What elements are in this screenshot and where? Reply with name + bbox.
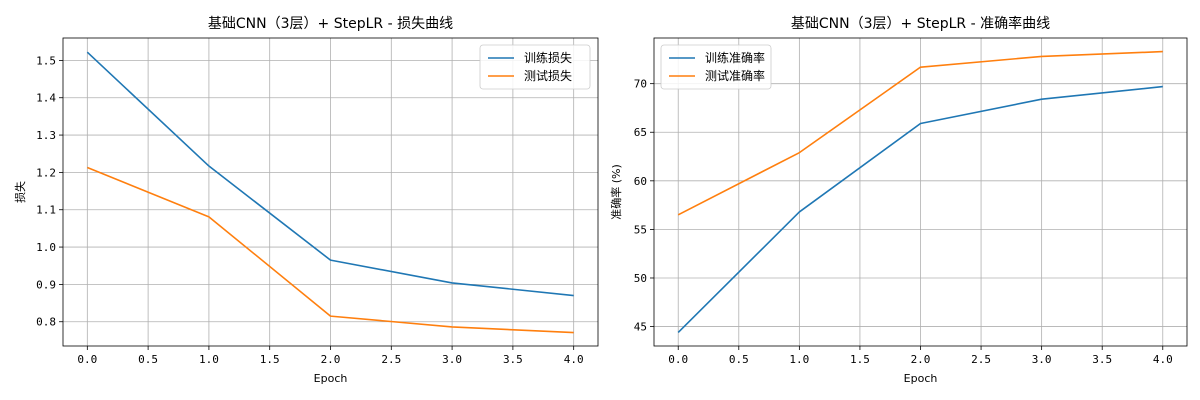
y-tick-label: 1.5 [36,54,56,67]
series-line-2 [87,166,574,334]
y-tick-label: 60 [634,175,647,188]
x-tick-label: 0.0 [77,353,97,366]
x-tick-label: 1.5 [260,353,280,366]
x-tick-label: 3.5 [1092,353,1112,366]
x-tick-label: 3.5 [503,353,523,366]
x-tick-label: 2.0 [911,353,931,366]
x-axis-label: Epoch [314,372,348,385]
y-tick-label: 1.0 [36,241,56,254]
chart-1: 0.0 0.5 1.0 1.5 2.0 2.5 3.0 3.5 4.0 0.8 0.9 1.0 1.1 1… [13,15,599,385]
chart-2: 0.0 0.5 1.0 1.5 2.0 2.5 3.0 3.5 4.0 45 50 55 60 65 70 基… [609,15,1188,385]
x-axis-label: Epoch [904,372,938,385]
y-tick-label: 1.1 [36,204,56,217]
legend-entry: 训练损失 [524,50,572,65]
x-tick-label: 0.5 [138,353,158,366]
x-tick-label: 4.0 [1153,353,1173,366]
x-tick-label: 3.0 [442,353,462,366]
y-tick-label: 1.2 [36,166,56,179]
x-tick-label: 1.5 [850,353,870,366]
x-tick-label: 1.0 [789,353,809,366]
x-tick-label: 3.0 [1032,353,1052,366]
legend-box [479,44,591,90]
y-tick-label: 1.4 [36,92,56,105]
y-tick-label: 65 [634,126,647,139]
y-tick-label: 70 [634,78,647,91]
series-line-1 [677,85,1163,333]
legend-box [660,44,772,90]
legend-entry: 测试损失 [524,68,572,83]
x-tick-label: 0.0 [668,353,688,366]
y-axis-label: 准确率 (%) [609,164,623,220]
series-line-2 [677,50,1163,216]
y-axis-label: 损失 [13,181,27,203]
x-tick-label: 1.0 [199,353,219,366]
y-tick-label: 50 [634,272,647,285]
chart-title: 基础CNN（3层）+ StepLR - 损失曲线 [208,15,453,32]
y-tick-label: 45 [634,321,647,334]
y-tick-label: 0.8 [36,316,56,329]
x-tick-label: 4.0 [564,353,584,366]
y-tick-label: 0.9 [36,278,56,291]
y-tick-label: 1.3 [36,129,56,142]
chart-title: 基础CNN（3层）+ StepLR - 准确率曲线 [791,15,1050,32]
x-tick-label: 2.5 [971,353,991,366]
legend-entry: 训练准确率 [705,50,765,65]
x-tick-label: 2.0 [321,353,341,366]
x-tick-label: 2.5 [381,353,401,366]
x-tick-label: 0.5 [729,353,749,366]
legend-entry: 测试准确率 [705,68,765,83]
y-tick-label: 55 [634,223,647,236]
series-line-1 [86,51,574,297]
